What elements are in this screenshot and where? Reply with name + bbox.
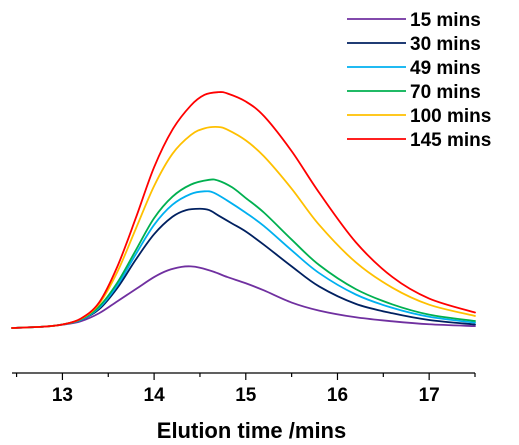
x-tick-label: 17 [419, 385, 440, 406]
x-tick-label: 13 [52, 385, 73, 406]
x-tick-labels: 13 14 15 16 17 [52, 385, 440, 406]
series-line-145-mins [11, 91, 476, 329]
series-line-49-mins [11, 190, 476, 329]
legend-item: 145 mins [347, 130, 491, 151]
legend-label: 30 mins [410, 34, 481, 55]
legend-item: 49 mins [347, 58, 481, 79]
series-lines [11, 91, 476, 329]
series-line-70-mins [11, 178, 476, 329]
legend-label: 70 mins [410, 82, 481, 103]
legend-item: 70 mins [347, 82, 481, 103]
x-axis: 13 14 15 16 17 [12, 372, 476, 406]
legend-item: 30 mins [347, 34, 481, 55]
x-axis-title: Elution time /mins [157, 418, 346, 443]
x-tick-label: 16 [327, 385, 348, 406]
x-tick-label: 14 [144, 385, 166, 406]
series-line-100-mins [11, 126, 476, 329]
legend: 15 mins 30 mins 49 mins 70 mins 100 mins 145 … [347, 10, 491, 151]
legend-label: 15 mins [410, 10, 481, 31]
legend-label: 145 mins [410, 130, 491, 151]
x-ticks [15, 373, 476, 380]
series-line-30-mins [11, 207, 476, 329]
x-tick-label: 15 [235, 385, 257, 406]
legend-item: 100 mins [347, 106, 491, 127]
legend-item: 15 mins [347, 10, 481, 31]
legend-label: 49 mins [410, 58, 481, 79]
legend-label: 100 mins [410, 106, 491, 127]
series-line-15-mins [11, 265, 476, 329]
